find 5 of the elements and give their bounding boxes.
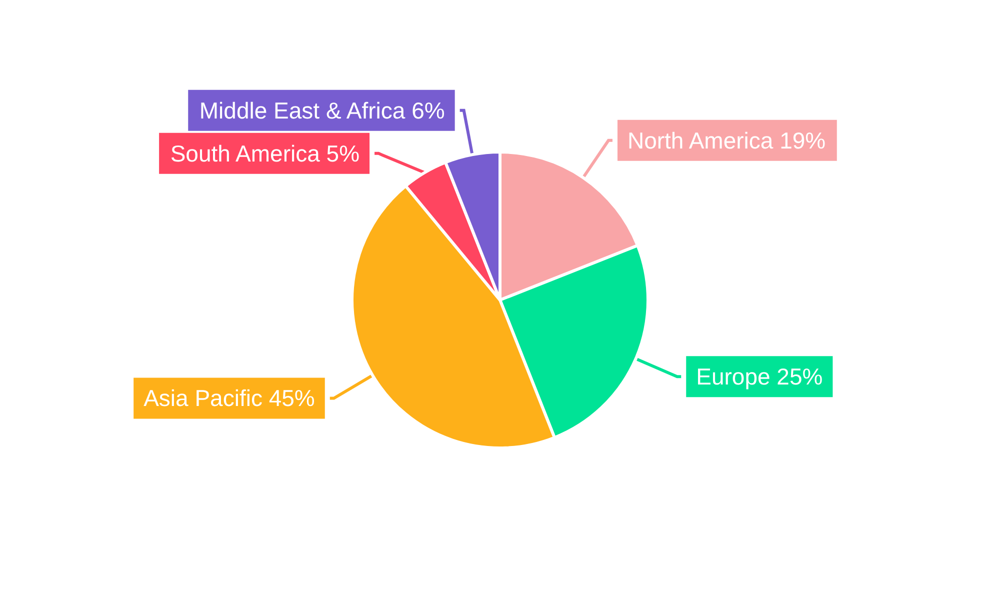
slice-label: Middle East & Africa 6%: [199, 97, 445, 124]
slice-label: Asia Pacific 45%: [144, 385, 315, 412]
slice-label: North America 19%: [627, 127, 826, 154]
slice-label: South America 5%: [170, 140, 360, 166]
slice-label: Europe 25%: [696, 364, 823, 390]
